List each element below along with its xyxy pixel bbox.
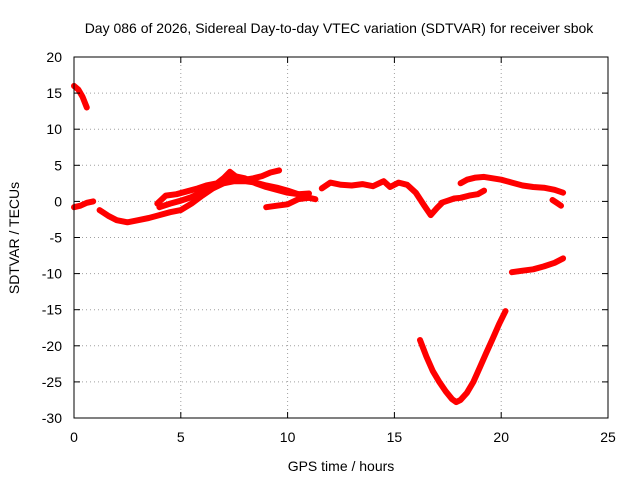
y-tick-label: -5 — [50, 230, 63, 246]
series-trace-e — [156, 173, 312, 211]
x-tick-label: 10 — [280, 429, 296, 445]
y-tick-label: 10 — [46, 121, 62, 137]
y-axis-label: SDTVAR / TECUs — [6, 182, 22, 294]
y-tick-label: -25 — [42, 374, 62, 390]
x-tick-label: 25 — [600, 429, 616, 445]
series-trace-l — [508, 255, 567, 276]
chart-title: Day 086 of 2026, Sidereal Day-to-day VTE… — [85, 20, 595, 36]
series-trace-f — [263, 194, 319, 211]
y-tick-label: -30 — [42, 410, 62, 426]
y-tick-label: 0 — [54, 193, 62, 209]
series-trace-k — [417, 308, 509, 406]
y-tick-label: -15 — [42, 302, 62, 318]
y-axis: -30 -25 -20 -15 -10 -5 0 5 10 15 20 — [42, 49, 608, 426]
y-tick-label: 20 — [46, 49, 62, 65]
series-trace-g — [318, 178, 445, 219]
x-axis: 0 5 10 15 20 25 — [70, 57, 616, 445]
series-trace-a — [71, 82, 90, 111]
x-tick-label: 5 — [177, 429, 185, 445]
grid-lines — [74, 57, 608, 418]
x-tick-label: 20 — [493, 429, 509, 445]
series-layer — [71, 82, 567, 406]
y-tick-label: -10 — [42, 266, 62, 282]
x-tick-label: 0 — [70, 429, 78, 445]
y-tick-label: 15 — [46, 85, 62, 101]
series-trace-i — [457, 173, 567, 196]
series-trace-j — [549, 197, 564, 209]
series-trace-h — [438, 187, 488, 206]
x-tick-label: 15 — [387, 429, 403, 445]
y-tick-label: 5 — [54, 157, 62, 173]
y-tick-label: -20 — [42, 338, 62, 354]
x-axis-label: GPS time / hours — [288, 458, 395, 474]
series-trace-b — [71, 198, 97, 211]
